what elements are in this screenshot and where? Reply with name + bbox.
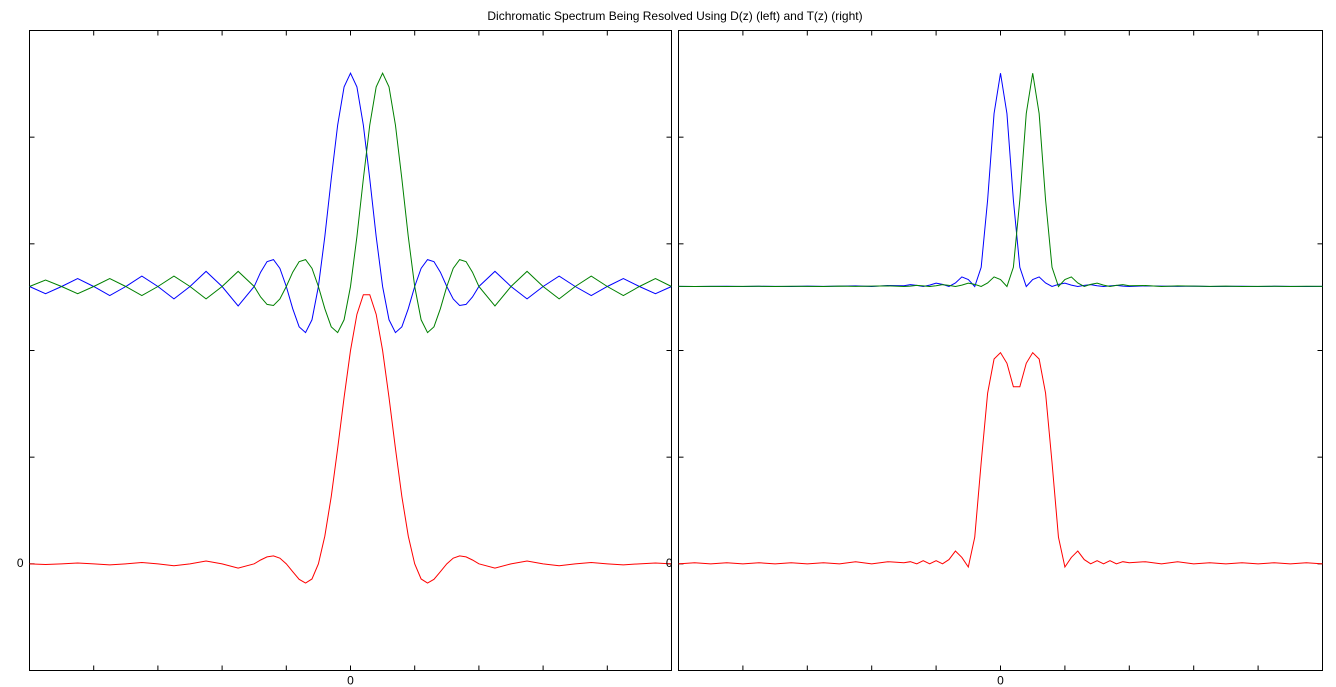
- figure-title: Dichromatic Spectrum Being Resolved Usin…: [487, 9, 862, 23]
- y-tick-label: 0: [17, 556, 24, 570]
- series-line: [29, 71, 672, 334]
- x-tick-label: 0: [997, 674, 1004, 687]
- series-line: [678, 351, 1323, 569]
- y-tick-label: 0: [666, 556, 673, 570]
- series-line: [29, 294, 672, 584]
- series-line: [678, 73, 1323, 288]
- x-tick-label: 0: [347, 674, 354, 687]
- series-line: [29, 71, 672, 334]
